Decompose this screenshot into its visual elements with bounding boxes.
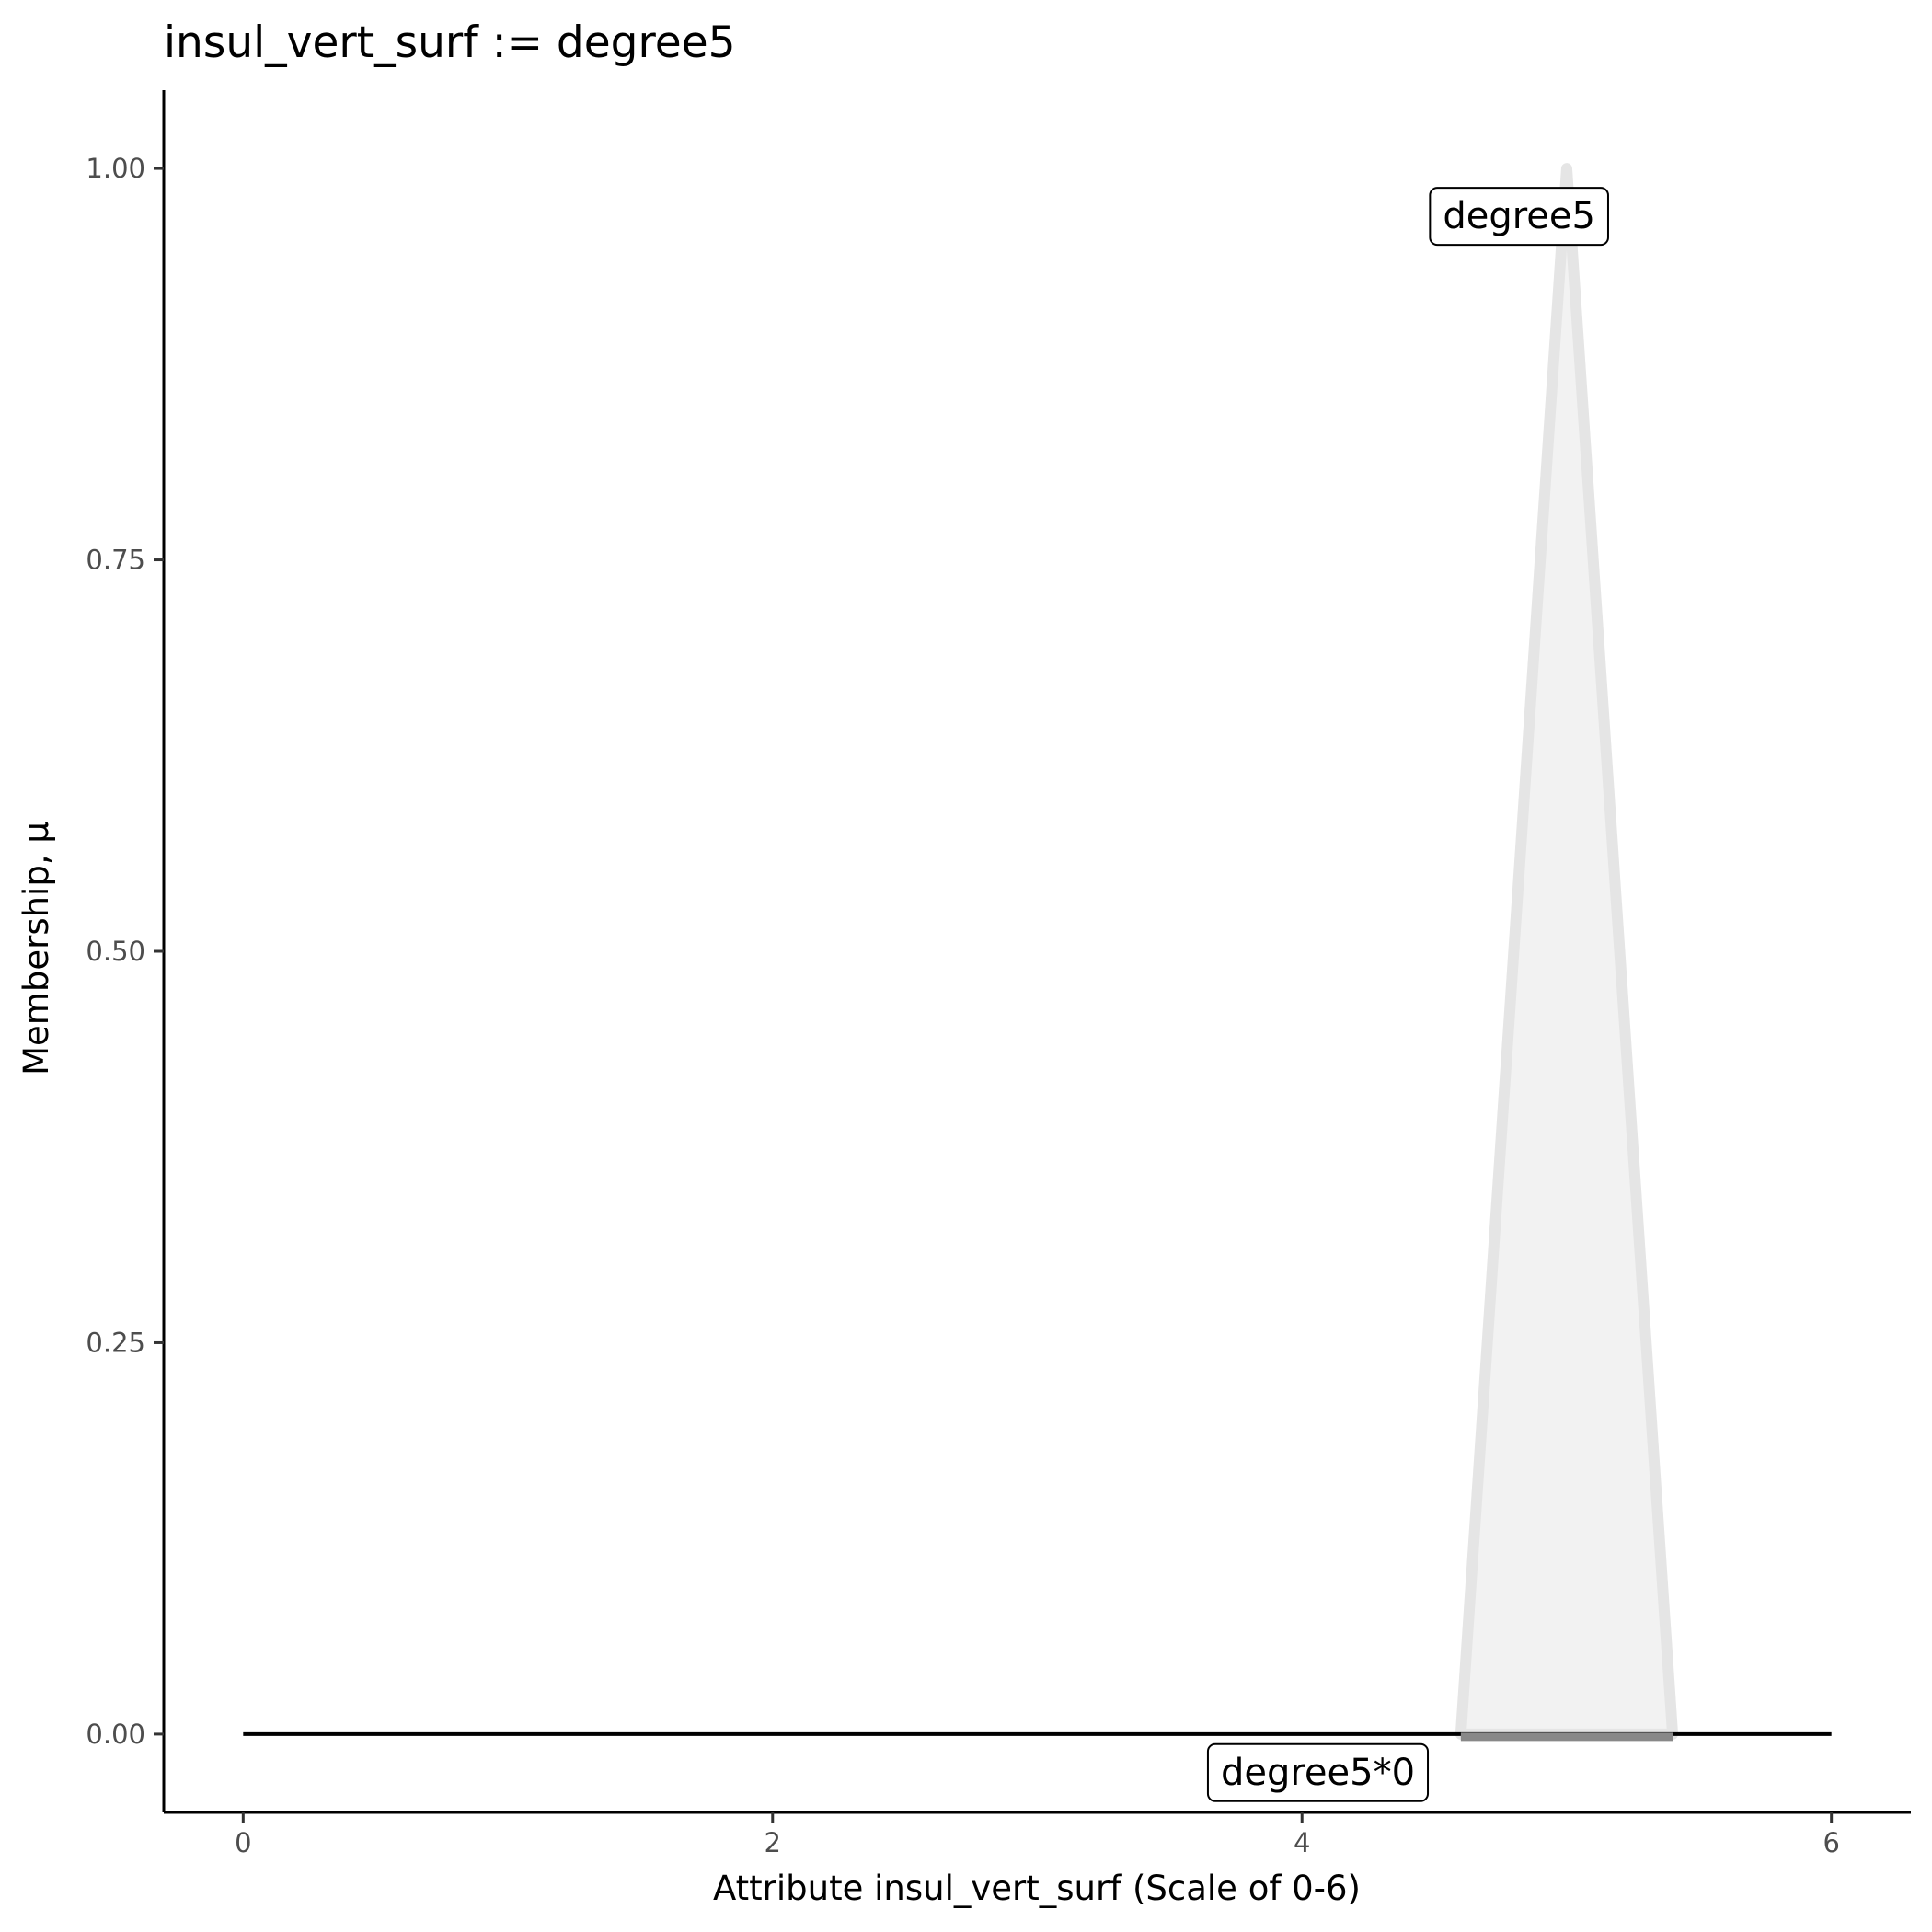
x-tick-label: 4 bbox=[1294, 1827, 1310, 1858]
x-tick-label: 0 bbox=[235, 1827, 251, 1858]
y-tick-label: 0.25 bbox=[86, 1327, 145, 1358]
y-tick-label: 0.50 bbox=[86, 936, 145, 967]
label-text: degree5 bbox=[1443, 195, 1595, 237]
x-tick-label: 6 bbox=[1823, 1827, 1839, 1858]
chart-title: insul_vert_surf := degree5 bbox=[164, 17, 736, 68]
label-degree5-times-0: degree5*0 bbox=[1206, 1742, 1430, 1802]
label-box bbox=[1206, 1742, 1430, 1802]
x-tick-label: 2 bbox=[765, 1827, 781, 1858]
y-tick-label: 0.75 bbox=[86, 545, 145, 576]
y-tick-label: 1.00 bbox=[86, 153, 145, 184]
x-axis-title: Attribute insul_vert_surf (Scale of 0-6) bbox=[713, 1869, 1361, 1908]
label-box bbox=[1429, 187, 1609, 247]
label-degree5: degree5 bbox=[1429, 187, 1609, 247]
y-tick-label: 0.00 bbox=[86, 1719, 145, 1750]
label-text: degree5*0 bbox=[1221, 1752, 1415, 1794]
y-axis-title: Membership, μ bbox=[17, 822, 56, 1075]
